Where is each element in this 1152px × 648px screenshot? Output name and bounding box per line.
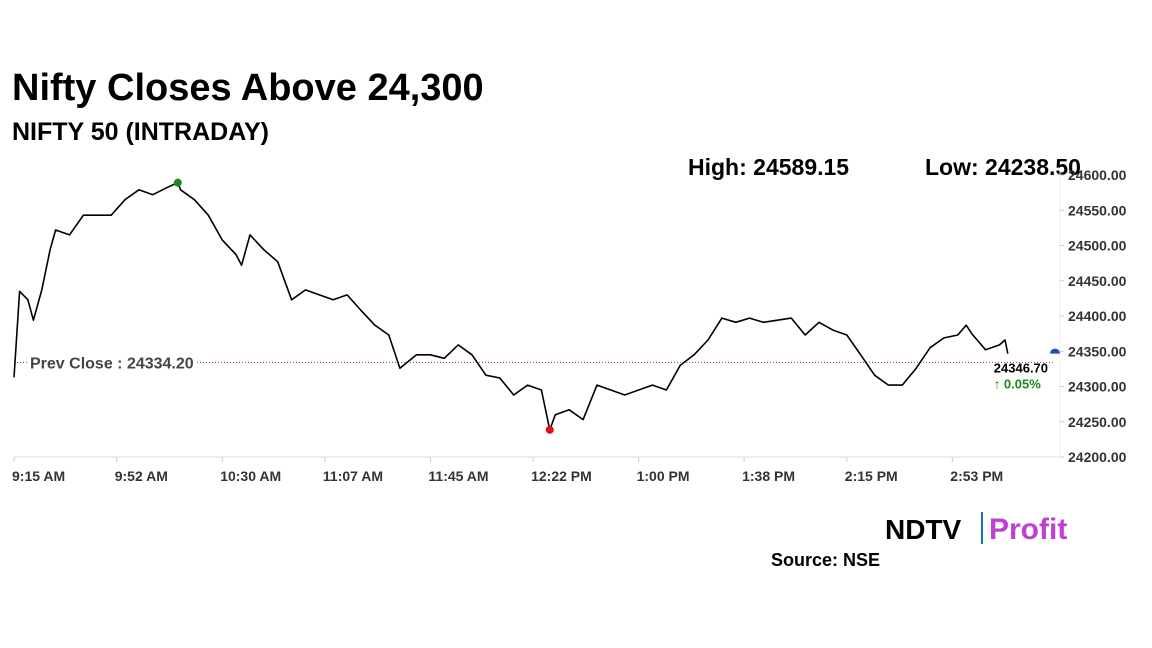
low-text: Low: 24238.50	[925, 154, 1081, 180]
last-change: ↑ 0.05%	[994, 377, 1041, 392]
y-tick-label: 24200.00	[1068, 449, 1127, 465]
last-marker	[1050, 348, 1060, 354]
low-label: Low:	[925, 154, 979, 180]
prev-close-bg	[27, 354, 197, 374]
last-value-label: 24346.70	[994, 361, 1048, 376]
x-tick-label: 10:30 AM	[220, 468, 281, 484]
low-dot	[545, 425, 554, 434]
y-tick-label: 24550.00	[1068, 202, 1127, 218]
x-tick-label: 11:45 AM	[428, 468, 488, 484]
x-tick-label: 9:15 AM	[12, 468, 65, 484]
price-line	[13, 181, 1009, 431]
x-tick-label: 12:22 PM	[531, 468, 592, 484]
prev-close-value: 24334.20	[127, 355, 194, 372]
low-value: 24238.50	[985, 154, 1081, 180]
y-tick-label: 24400.00	[1068, 308, 1127, 324]
y-tick-label: 24300.00	[1068, 379, 1127, 395]
y-tick-label: 24350.00	[1068, 343, 1127, 359]
chart-title: Nifty Closes Above 24,300	[12, 67, 484, 109]
y-tick-label: 24600.00	[1068, 167, 1127, 183]
high-dot	[173, 178, 182, 187]
x-tick-label: 1:38 PM	[742, 468, 795, 484]
chart-subtitle: NIFTY 50 (INTRADAY)	[12, 118, 269, 146]
source: Source: NSE	[771, 550, 880, 570]
x-tick-label: 2:15 PM	[845, 468, 898, 484]
prev-close-label: Prev Close :	[30, 355, 122, 372]
x-tick-label: 2:53 PM	[950, 468, 1003, 484]
y-tick-label: 24250.00	[1068, 414, 1127, 430]
high-label: High:	[688, 154, 747, 180]
high-value: 24589.15	[753, 154, 849, 180]
x-tick-label: 9:52 AM	[115, 468, 168, 484]
y-tick-label: 24450.00	[1068, 273, 1127, 289]
logo-right: Profit	[989, 513, 1067, 546]
logo-left: NDTV	[885, 514, 962, 545]
x-tick-label: 1:00 PM	[637, 468, 690, 484]
high-text: High: 24589.15	[688, 154, 849, 180]
x-tick-label: 11:07 AM	[323, 468, 383, 484]
y-tick-label: 24500.00	[1068, 238, 1127, 254]
prev-close-text: Prev Close : 24334.20	[30, 355, 194, 372]
